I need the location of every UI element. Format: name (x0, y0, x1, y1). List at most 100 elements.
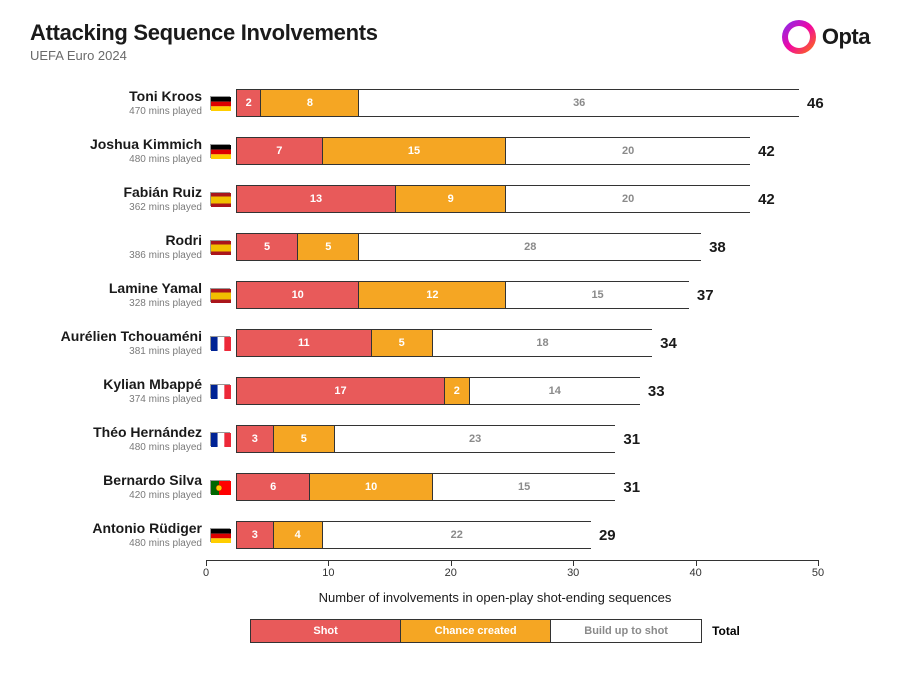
segment-chance: 5 (273, 425, 334, 453)
segment-build: 20 (505, 137, 750, 165)
player-row: Aurélien Tchouaméni381 mins played115183… (30, 320, 860, 366)
segment-build: 20 (505, 185, 750, 213)
player-row: Fabián Ruiz 362 mins played 13920 42 (30, 176, 860, 222)
axis-tick-label: 0 (203, 567, 209, 579)
player-row: Lamine Yamal 328 mins played 101215 37 (30, 272, 860, 318)
segment-chance: 5 (297, 233, 358, 261)
es-flag-icon (210, 240, 230, 254)
legend: ShotChance createdBuild up to shot Total (90, 619, 900, 643)
segment-shot: 3 (236, 425, 273, 453)
player-name: Bernardo Silva (30, 473, 202, 488)
axis-tick-label: 50 (812, 567, 824, 579)
bar-track: 1721433 (236, 377, 860, 405)
opta-logo-icon (782, 20, 816, 54)
segment-chance: 2 (444, 377, 468, 405)
title-block: Attacking Sequence Involvements UEFA Eur… (30, 20, 378, 63)
player-row: Rodri386 mins played552838 (30, 224, 860, 270)
segment-build: 15 (505, 281, 689, 309)
segment-shot: 2 (236, 89, 260, 117)
segment-chance: 9 (395, 185, 505, 213)
segment-chance: 8 (260, 89, 358, 117)
segment-build: 22 (322, 521, 591, 549)
total-value: 37 (697, 287, 714, 304)
segment-shot: 7 (236, 137, 322, 165)
total-value: 38 (709, 239, 726, 256)
total-value: 31 (623, 479, 640, 496)
segment-build: 28 (358, 233, 701, 261)
axis-tick-label: 30 (567, 567, 579, 579)
axis-tick-label: 10 (322, 567, 334, 579)
legend-item-build: Build up to shot (551, 620, 701, 642)
axis-tick-label: 20 (445, 567, 457, 579)
chart-subtitle: UEFA Euro 2024 (30, 48, 378, 63)
player-name: Aurélien Tchouaméni (30, 329, 202, 344)
player-row: Bernardo Silva420 mins played6101531 (30, 464, 860, 510)
axis-tick (573, 560, 574, 566)
legend-item-chance: Chance created (401, 620, 551, 642)
player-row: Toni Kroos 470 mins played 283646 (30, 80, 860, 126)
player-row: Théo Hernández480 mins played352331 (30, 416, 860, 462)
player-mins: 480 mins played (30, 442, 202, 453)
player-name: Toni Kroos (30, 89, 202, 104)
segment-shot: 5 (236, 233, 297, 261)
total-value: 34 (660, 335, 677, 352)
player-name: Antonio Rüdiger (30, 521, 202, 536)
fr-flag-icon (210, 336, 230, 350)
player-label: Théo Hernández480 mins played (30, 425, 210, 452)
pt-flag-icon (210, 480, 230, 494)
player-label: Antonio Rüdiger 480 mins played (30, 521, 210, 548)
chart-header: Attacking Sequence Involvements UEFA Eur… (0, 0, 900, 68)
x-axis-label: Number of involvements in open-play shot… (90, 590, 900, 605)
de-flag-icon (210, 528, 230, 542)
total-value: 33 (648, 383, 665, 400)
total-value: 31 (623, 431, 640, 448)
player-mins: 328 mins played (30, 298, 202, 309)
bar-track: 6101531 (236, 473, 860, 501)
player-mins: 362 mins played (30, 202, 202, 213)
player-mins: 374 mins played (30, 394, 202, 405)
total-value: 42 (758, 191, 775, 208)
player-mins: 480 mins played (30, 538, 202, 549)
player-mins: 381 mins played (30, 346, 202, 357)
axis-tick (818, 560, 819, 566)
bar-track: 7152042 (236, 137, 860, 165)
player-mins: 480 mins played (30, 154, 202, 165)
opta-logo: Opta (782, 20, 870, 54)
total-value: 42 (758, 143, 775, 160)
total-value: 29 (599, 527, 616, 544)
player-name: Lamine Yamal (30, 281, 202, 296)
segment-build: 15 (432, 473, 616, 501)
segment-shot: 11 (236, 329, 371, 357)
axis-tick (328, 560, 329, 566)
fr-flag-icon (210, 384, 230, 398)
es-flag-icon (210, 288, 230, 302)
segment-chance: 12 (358, 281, 505, 309)
axis-tick (451, 560, 452, 566)
segment-shot: 13 (236, 185, 395, 213)
player-label: Toni Kroos 470 mins played (30, 89, 210, 116)
segment-shot: 17 (236, 377, 444, 405)
player-name: Fabián Ruiz (30, 185, 202, 200)
segment-chance: 4 (273, 521, 322, 549)
opta-logo-text: Opta (822, 24, 870, 50)
player-mins: 386 mins played (30, 250, 202, 261)
legend-total-label: Total (712, 624, 740, 638)
player-row: Antonio Rüdiger480 mins played342229 (30, 512, 860, 558)
de-flag-icon (210, 96, 230, 110)
player-label: Lamine Yamal 328 mins played (30, 281, 210, 308)
player-label: Kylian Mbappé 374 mins played (30, 377, 210, 404)
axis-tick (206, 560, 207, 566)
bar-track: 283646 (236, 89, 860, 117)
player-name: Kylian Mbappé (30, 377, 202, 392)
bar-track: 342229 (236, 521, 860, 549)
bar-track: 13920 42 (236, 185, 860, 213)
chart-title: Attacking Sequence Involvements (30, 20, 378, 46)
player-mins: 420 mins played (30, 490, 202, 501)
player-row: Kylian Mbappé 374 mins played 1721433 (30, 368, 860, 414)
segment-shot: 10 (236, 281, 358, 309)
axis-tick (696, 560, 697, 566)
player-mins: 470 mins played (30, 106, 202, 117)
player-name: Joshua Kimmich (30, 137, 202, 152)
player-label: Fabián Ruiz 362 mins played (30, 185, 210, 212)
bar-track: 552838 (236, 233, 860, 261)
